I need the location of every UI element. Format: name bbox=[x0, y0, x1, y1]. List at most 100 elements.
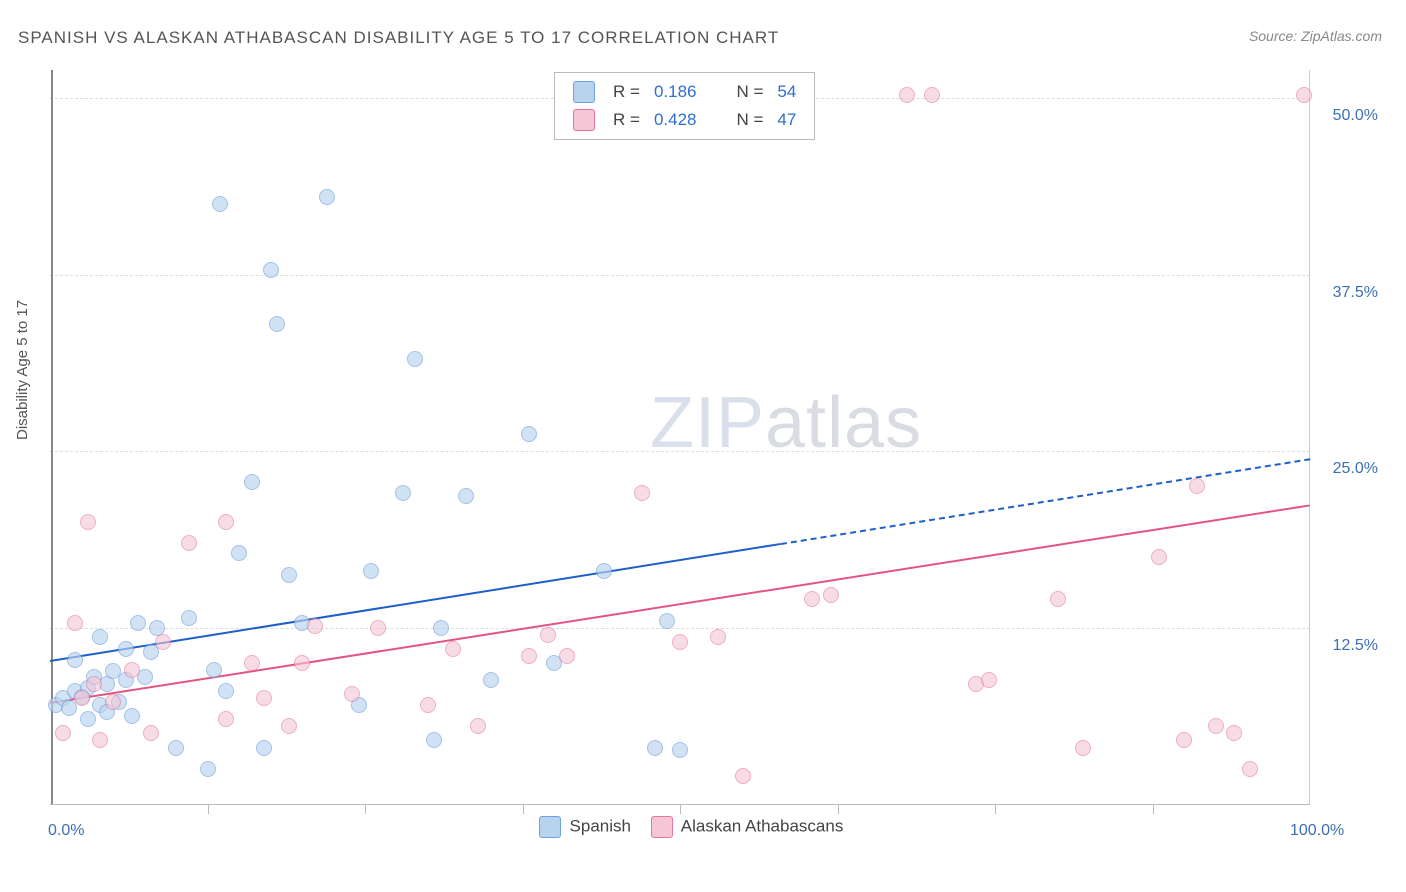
data-point bbox=[659, 613, 675, 629]
data-point bbox=[899, 87, 915, 103]
y-tick-label: 12.5% bbox=[1333, 637, 1378, 655]
data-point bbox=[256, 690, 272, 706]
data-point bbox=[212, 196, 228, 212]
data-point bbox=[92, 732, 108, 748]
data-point bbox=[458, 488, 474, 504]
data-point bbox=[559, 648, 575, 664]
data-point bbox=[281, 567, 297, 583]
chart-title: SPANISH VS ALASKAN ATHABASCAN DISABILITY… bbox=[18, 28, 779, 48]
x-axis-max-label: 100.0% bbox=[1290, 822, 1344, 840]
data-point bbox=[67, 615, 83, 631]
data-point bbox=[181, 610, 197, 626]
legend-r-value: 0.428 bbox=[648, 107, 703, 133]
data-point bbox=[924, 87, 940, 103]
data-point bbox=[281, 718, 297, 734]
data-point bbox=[433, 620, 449, 636]
data-point bbox=[1189, 478, 1205, 494]
x-tick bbox=[365, 804, 366, 814]
data-point bbox=[370, 620, 386, 636]
data-point bbox=[1208, 718, 1224, 734]
data-point bbox=[118, 641, 134, 657]
data-point bbox=[363, 563, 379, 579]
x-axis-min-label: 0.0% bbox=[48, 822, 84, 840]
data-point bbox=[1075, 740, 1091, 756]
gridline bbox=[50, 628, 1310, 629]
data-point bbox=[672, 634, 688, 650]
data-point bbox=[155, 634, 171, 650]
legend-n-value: 54 bbox=[771, 79, 802, 105]
gridline bbox=[50, 451, 1310, 452]
data-point bbox=[67, 652, 83, 668]
data-point bbox=[55, 725, 71, 741]
data-point bbox=[218, 711, 234, 727]
data-point bbox=[823, 587, 839, 603]
data-point bbox=[74, 690, 90, 706]
data-point bbox=[420, 697, 436, 713]
data-point bbox=[105, 694, 121, 710]
scatter-plot: ZIPatlas 12.5%25.0%37.5%50.0%0.0%100.0%R… bbox=[50, 62, 1380, 822]
data-point bbox=[200, 761, 216, 777]
data-point bbox=[1176, 732, 1192, 748]
data-point bbox=[596, 563, 612, 579]
data-point bbox=[256, 740, 272, 756]
data-point bbox=[206, 662, 222, 678]
x-tick bbox=[1153, 804, 1154, 814]
data-point bbox=[1226, 725, 1242, 741]
data-point bbox=[231, 545, 247, 561]
gridline bbox=[50, 275, 1310, 276]
data-point bbox=[634, 485, 650, 501]
trend-line bbox=[781, 458, 1311, 545]
data-point bbox=[294, 655, 310, 671]
data-point bbox=[407, 351, 423, 367]
data-point bbox=[307, 618, 323, 634]
data-point bbox=[263, 262, 279, 278]
data-point bbox=[218, 514, 234, 530]
data-point bbox=[168, 740, 184, 756]
data-point bbox=[244, 474, 260, 490]
data-point bbox=[319, 189, 335, 205]
legend-item: Alaskan Athabascans bbox=[651, 816, 843, 838]
data-point bbox=[269, 316, 285, 332]
data-point bbox=[1296, 87, 1312, 103]
x-tick bbox=[523, 804, 524, 814]
data-point bbox=[804, 591, 820, 607]
y-axis-line bbox=[51, 70, 53, 804]
data-point bbox=[540, 627, 556, 643]
data-point bbox=[92, 629, 108, 645]
data-point bbox=[124, 662, 140, 678]
data-point bbox=[483, 672, 499, 688]
x-tick bbox=[995, 804, 996, 814]
x-tick bbox=[208, 804, 209, 814]
data-point bbox=[981, 672, 997, 688]
data-point bbox=[395, 485, 411, 501]
data-point bbox=[1050, 591, 1066, 607]
correlation-legend: R =0.186N =54R =0.428N =47 bbox=[554, 72, 815, 140]
legend-r-label: R = bbox=[607, 79, 646, 105]
y-axis-label: Disability Age 5 to 17 bbox=[14, 300, 31, 440]
legend-r-value: 0.186 bbox=[648, 79, 703, 105]
source-label: Source: bbox=[1249, 28, 1297, 44]
legend-swatch bbox=[573, 109, 595, 131]
legend-series-label: Spanish bbox=[570, 816, 631, 835]
x-tick bbox=[838, 804, 839, 814]
source-attribution: Source: ZipAtlas.com bbox=[1249, 28, 1382, 44]
data-point bbox=[344, 686, 360, 702]
data-point bbox=[181, 535, 197, 551]
legend-item: Spanish bbox=[539, 816, 631, 838]
data-point bbox=[86, 676, 102, 692]
legend-swatch bbox=[573, 81, 595, 103]
data-point bbox=[735, 768, 751, 784]
series-legend: Spanish Alaskan Athabascans bbox=[529, 816, 854, 838]
data-point bbox=[445, 641, 461, 657]
legend-n-label: N = bbox=[730, 107, 769, 133]
source-value: ZipAtlas.com bbox=[1301, 28, 1382, 44]
y-tick-label: 25.0% bbox=[1333, 460, 1378, 478]
legend-n-value: 47 bbox=[771, 107, 802, 133]
trend-line bbox=[50, 505, 1310, 705]
data-point bbox=[218, 683, 234, 699]
data-point bbox=[124, 708, 140, 724]
data-point bbox=[130, 615, 146, 631]
data-point bbox=[1151, 549, 1167, 565]
data-point bbox=[521, 426, 537, 442]
data-point bbox=[143, 725, 159, 741]
